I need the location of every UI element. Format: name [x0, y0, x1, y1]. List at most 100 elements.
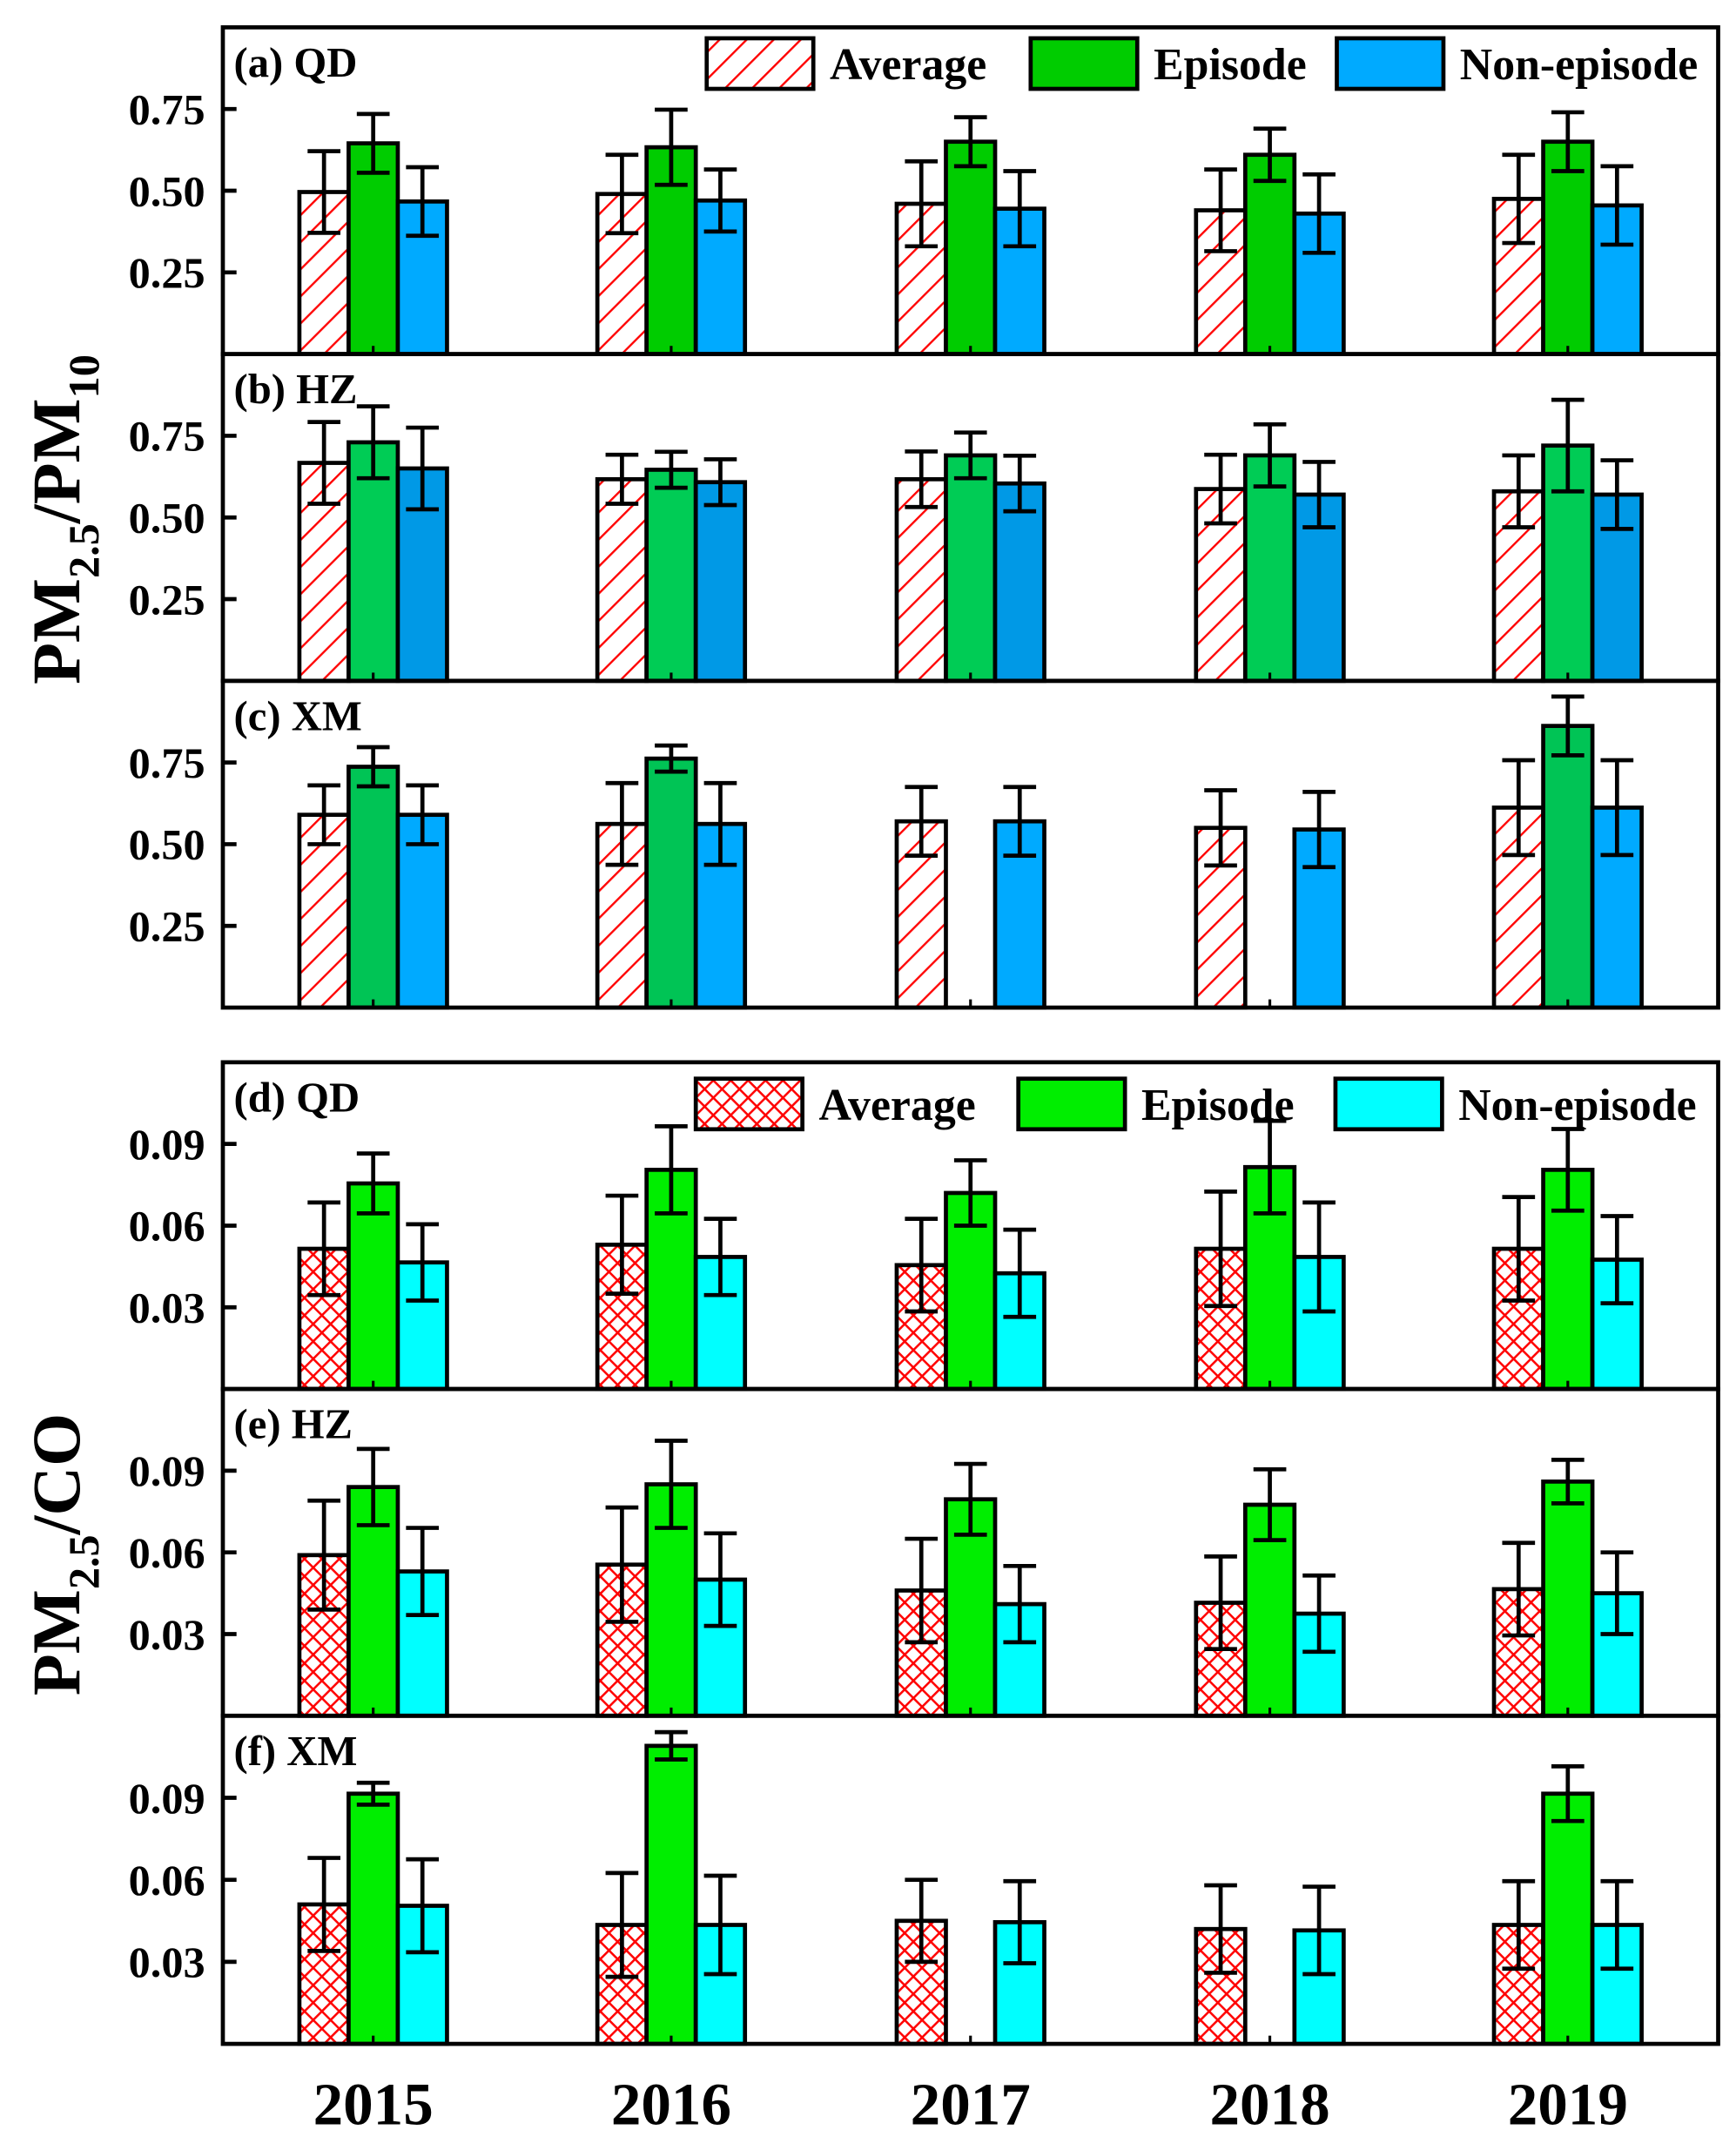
- error-bar-episode-2015: [356, 1780, 390, 1807]
- error-bar-non-episode-2017: [1003, 785, 1037, 858]
- error-bar-episode-2019: [1551, 397, 1585, 494]
- error-bar-non-episode-2017: [1003, 1227, 1037, 1319]
- error-bar-non-episode-2015: [406, 1526, 440, 1617]
- bar-non-episode-2015: [395, 812, 449, 1010]
- error-bar-non-episode-2018: [1302, 172, 1336, 255]
- error-bar-episode-2016: [655, 1439, 688, 1530]
- bar-non-episode-2016: [693, 480, 748, 684]
- legend-swatch-episode: [1016, 1076, 1127, 1132]
- error-bar-average-2016: [605, 452, 639, 506]
- error-bar-non-episode-2015: [406, 783, 440, 846]
- error-bar-non-episode-2018: [1302, 1200, 1336, 1314]
- error-bar-non-episode-2017: [1003, 169, 1037, 249]
- legend-swatch-average: [693, 1076, 804, 1132]
- error-bar-average-2017: [905, 1536, 939, 1645]
- bar-episode-2017: [944, 453, 998, 684]
- error-bar-episode-2015: [356, 111, 390, 175]
- error-bar-average-2017: [905, 158, 939, 249]
- bar-episode-2016: [644, 1743, 698, 2046]
- error-bar-average-2016: [605, 780, 639, 867]
- y-tick-label: 0.03: [129, 1938, 205, 1986]
- x-tick-label: 2019: [1508, 2071, 1628, 2130]
- error-bar-non-episode-2015: [406, 425, 440, 512]
- error-bar-average-2016: [605, 1505, 639, 1624]
- error-bar-episode-2019: [1551, 1127, 1585, 1213]
- bar-episode-2017: [944, 139, 998, 356]
- error-bar-episode-2015: [356, 1446, 390, 1527]
- y-tick-label: 0.03: [129, 1284, 205, 1332]
- panel-a: 0.25 0.50 0.75 (a) QD: [129, 25, 1720, 356]
- error-bar-episode-2017: [953, 1158, 987, 1228]
- y-tick-label: 0.50: [129, 494, 205, 543]
- y-tick-label: 0.06: [129, 1856, 205, 1904]
- legend-label-non-episode: Non-episode: [1458, 1081, 1696, 1130]
- y-tick-label: 0.09: [129, 1774, 205, 1823]
- error-bar-episode-2018: [1253, 1466, 1287, 1542]
- bar-episode-2015: [347, 141, 400, 356]
- error-bar-average-2015: [307, 149, 340, 235]
- error-bar-average-2018: [1204, 1883, 1237, 1975]
- error-bar-episode-2018: [1253, 1118, 1287, 1216]
- legend-label-average: Average: [818, 1081, 975, 1130]
- error-bar-average-2015: [307, 1200, 340, 1298]
- y-tick-label: 0.03: [129, 1610, 205, 1659]
- error-bar-non-episode-2019: [1600, 164, 1634, 247]
- legend-bottom: Average Episode Non-episode: [693, 1076, 1697, 1132]
- legend-swatch-average: [704, 36, 816, 91]
- error-bar-non-episode-2016: [703, 457, 737, 508]
- error-bar-episode-2017: [953, 115, 987, 169]
- error-bar-non-episode-2017: [1003, 1878, 1037, 1965]
- panel-c: 0.25 0.50 0.75 (c) XM: [129, 678, 1720, 1010]
- error-bar-non-episode-2016: [703, 1531, 737, 1628]
- error-bar-average-2017: [905, 785, 939, 858]
- error-bar-average-2018: [1204, 1190, 1237, 1309]
- error-bar-average-2017: [905, 1877, 939, 1965]
- panel-e: 0.03 0.06 0.09 (e) HZ: [129, 1386, 1720, 1718]
- bar-episode-2019: [1541, 1480, 1595, 1718]
- error-bar-non-episode-2019: [1600, 458, 1634, 531]
- error-bar-non-episode-2015: [406, 1222, 440, 1303]
- error-bar-non-episode-2017: [1003, 453, 1037, 514]
- y-tick-label: 0.25: [129, 575, 205, 623]
- panel-label: (a) QD: [234, 39, 358, 86]
- error-bar-average-2018: [1204, 452, 1237, 526]
- y-tick-label: 0.09: [129, 1446, 205, 1495]
- error-bar-average-2019: [1502, 453, 1536, 529]
- y-tick-label: 0.25: [129, 902, 205, 951]
- error-bar-average-2018: [1204, 167, 1237, 253]
- x-tick-label: 2016: [611, 2071, 731, 2130]
- error-bar-non-episode-2016: [703, 167, 737, 234]
- error-bar-episode-2018: [1253, 126, 1287, 184]
- error-bar-episode-2017: [953, 430, 987, 481]
- panel-label: (b) HZ: [234, 366, 358, 413]
- error-bar-average-2018: [1204, 1554, 1237, 1652]
- legend-swatch-episode: [1028, 36, 1140, 91]
- y-tick-label: 0.25: [129, 248, 205, 297]
- panel-label: (c) XM: [234, 692, 362, 739]
- error-bar-episode-2019: [1551, 694, 1585, 758]
- legend-label-non-episode: Non-episode: [1460, 40, 1698, 90]
- error-bar-average-2019: [1502, 1195, 1536, 1303]
- error-bar-average-2017: [905, 1217, 939, 1314]
- error-bar-episode-2015: [356, 404, 390, 481]
- y-tick-label: 0.50: [129, 166, 205, 215]
- error-bar-non-episode-2017: [1003, 1563, 1037, 1645]
- error-bar-episode-2015: [356, 745, 390, 789]
- bar-episode-2015: [347, 1181, 400, 1392]
- bar-episode-2015: [347, 1791, 400, 2046]
- x-tick-label: 2018: [1210, 2071, 1330, 2130]
- error-bar-average-2016: [605, 1193, 639, 1296]
- error-bar-non-episode-2018: [1302, 460, 1336, 529]
- error-bar-episode-2016: [655, 1729, 688, 1762]
- error-bar-non-episode-2019: [1600, 1878, 1634, 1972]
- error-bar-episode-2019: [1551, 1764, 1585, 1823]
- panel-label: (e) HZ: [234, 1401, 353, 1448]
- error-bar-average-2015: [307, 420, 340, 506]
- error-bar-average-2018: [1204, 788, 1237, 868]
- bar-episode-2018: [1242, 453, 1297, 684]
- error-bar-non-episode-2015: [406, 1857, 440, 1955]
- error-bar-episode-2018: [1253, 421, 1287, 489]
- error-bar-average-2019: [1502, 758, 1536, 858]
- error-bar-non-episode-2016: [703, 1217, 737, 1298]
